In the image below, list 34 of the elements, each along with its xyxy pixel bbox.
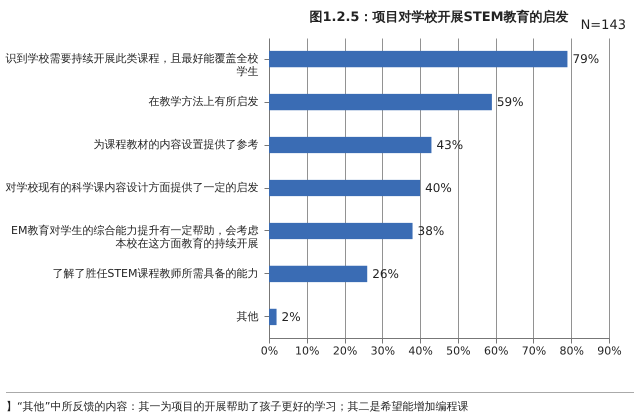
x-tick-label: 20%	[332, 344, 358, 358]
y-tick-label: EM教育对学生的综合能力提升有一定帮助，会考虑本校在这方面教育的持续开展	[11, 224, 258, 250]
x-tick-label: 0%	[260, 344, 278, 358]
data-label: 59%	[496, 95, 524, 110]
bar	[269, 94, 492, 110]
x-tick-label: 50%	[446, 344, 471, 358]
data-label: 79%	[572, 52, 600, 66]
data-label: 40%	[425, 181, 452, 195]
bar	[269, 222, 413, 240]
y-tick-label: 在教学方法上有所启发	[148, 95, 258, 108]
x-tick-label: 80%	[559, 344, 584, 358]
data-label: 38%	[418, 224, 444, 238]
bar	[269, 50, 568, 68]
bar	[269, 136, 432, 154]
chart-title: 图1.2.5：项目对学校开展STEM教育的启发	[309, 9, 569, 25]
y-tick-label: 对学校现有的科学课内容设计方面提供了一定的启发	[6, 181, 258, 194]
x-tick-label: 90%	[597, 344, 622, 358]
x-tick-label: 10%	[295, 344, 320, 358]
x-tick-label: 30%	[370, 344, 396, 358]
bar	[269, 308, 277, 326]
y-tick-label: 其他	[236, 310, 258, 323]
data-label: 26%	[372, 266, 399, 281]
bar	[269, 180, 420, 196]
x-tick-label: 70%	[522, 344, 546, 358]
y-tick-label: 了解了胜任STEM课程教师所需具备的能力	[52, 266, 258, 280]
x-tick-label: 40%	[408, 344, 433, 358]
text: 】“其他”中所反馈的内容：其一为项目的开展帮助了孩子更好的学习；其二是希望能增加编程课	[6, 392, 634, 414]
data-label: 43%	[436, 138, 464, 152]
y-tick-label: 为课程教材的内容设置提供了参考	[94, 138, 258, 152]
data-label: 2%	[282, 310, 301, 324]
y-tick-label: 识到学校需要持续开展此类课程，且最好能覆盖全校学生	[6, 52, 258, 78]
text: N=143	[580, 18, 626, 33]
x-tick-label: 60%	[484, 344, 508, 358]
bar	[269, 266, 368, 282]
